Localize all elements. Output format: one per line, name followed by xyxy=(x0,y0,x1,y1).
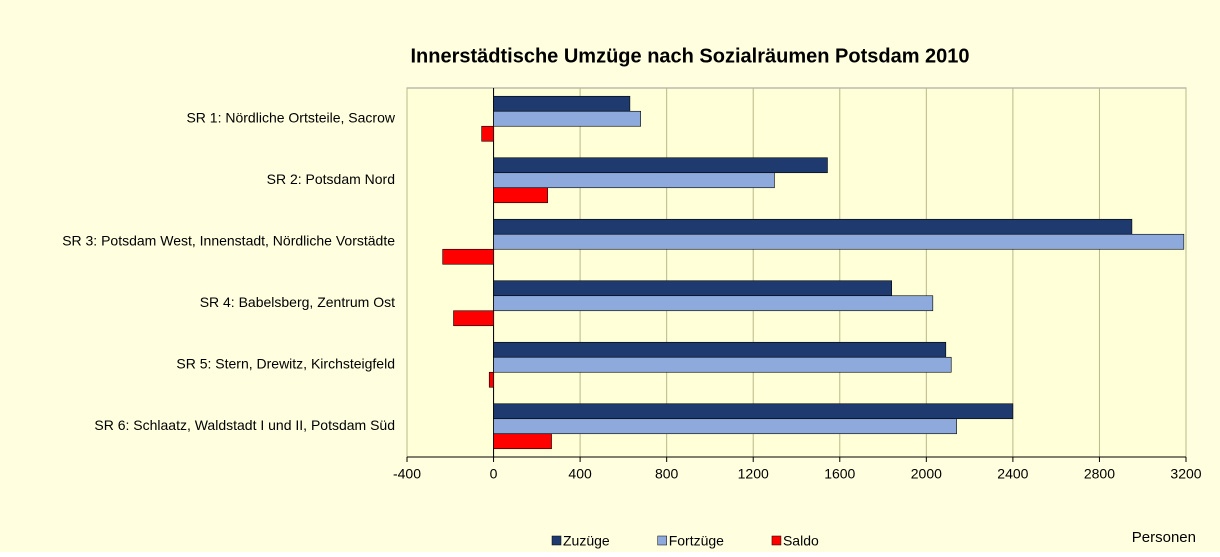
x-tick-label: 1200 xyxy=(738,466,769,482)
bar xyxy=(493,233,1185,250)
bar xyxy=(493,110,641,127)
y-tick-label: SR 5: Stern, Drewitz, Kirchsteigfeld xyxy=(176,355,395,371)
bar xyxy=(493,95,631,112)
x-tick-label: 800 xyxy=(655,466,679,482)
bar xyxy=(493,295,934,312)
legend-swatch xyxy=(771,535,782,546)
x-tick-label: 400 xyxy=(568,466,592,482)
y-tick-label: SR 6: Schlaatz, Waldstadt I und II, Pots… xyxy=(94,417,395,433)
bar xyxy=(493,433,552,450)
y-tick-label: SR 1: Nördliche Ortsteile, Sacrow xyxy=(186,109,395,125)
y-tick-label: SR 4: Babelsberg, Zentrum Ost xyxy=(200,294,395,310)
bar xyxy=(493,418,957,435)
x-axis-label: Personen xyxy=(1132,529,1196,546)
bar xyxy=(493,356,952,373)
legend-swatch xyxy=(657,535,667,546)
bar xyxy=(493,403,1014,420)
bar xyxy=(493,187,548,204)
x-tick-label: 1600 xyxy=(824,466,855,482)
legend-label: Saldo xyxy=(783,533,819,549)
bar xyxy=(493,218,1133,235)
chart-title: Innerstädtische Umzüge nach Sozialräumen… xyxy=(410,45,969,67)
x-tick-label: 0 xyxy=(490,466,498,482)
bar xyxy=(493,157,828,174)
bar xyxy=(488,371,494,388)
y-tick-label: SR 2: Potsdam Nord xyxy=(267,171,395,187)
bar xyxy=(493,280,893,297)
legend-label: Fortzüge xyxy=(669,533,724,549)
bar xyxy=(493,341,947,358)
plot-area xyxy=(406,87,1187,458)
y-tick-label: SR 3: Potsdam West, Innenstadt, Nördlich… xyxy=(62,232,395,248)
legend-swatch xyxy=(551,535,562,546)
x-tick-label: 2000 xyxy=(911,466,942,482)
x-tick-label: 3200 xyxy=(1170,466,1201,482)
bar xyxy=(481,125,494,142)
bar xyxy=(442,248,494,265)
bar xyxy=(493,172,775,189)
x-tick-label: 2800 xyxy=(1084,466,1115,482)
legend-label: Zuzüge xyxy=(563,533,610,549)
bar xyxy=(453,310,494,327)
x-tick-label: -400 xyxy=(393,466,421,482)
x-tick-label: 2400 xyxy=(997,466,1028,482)
